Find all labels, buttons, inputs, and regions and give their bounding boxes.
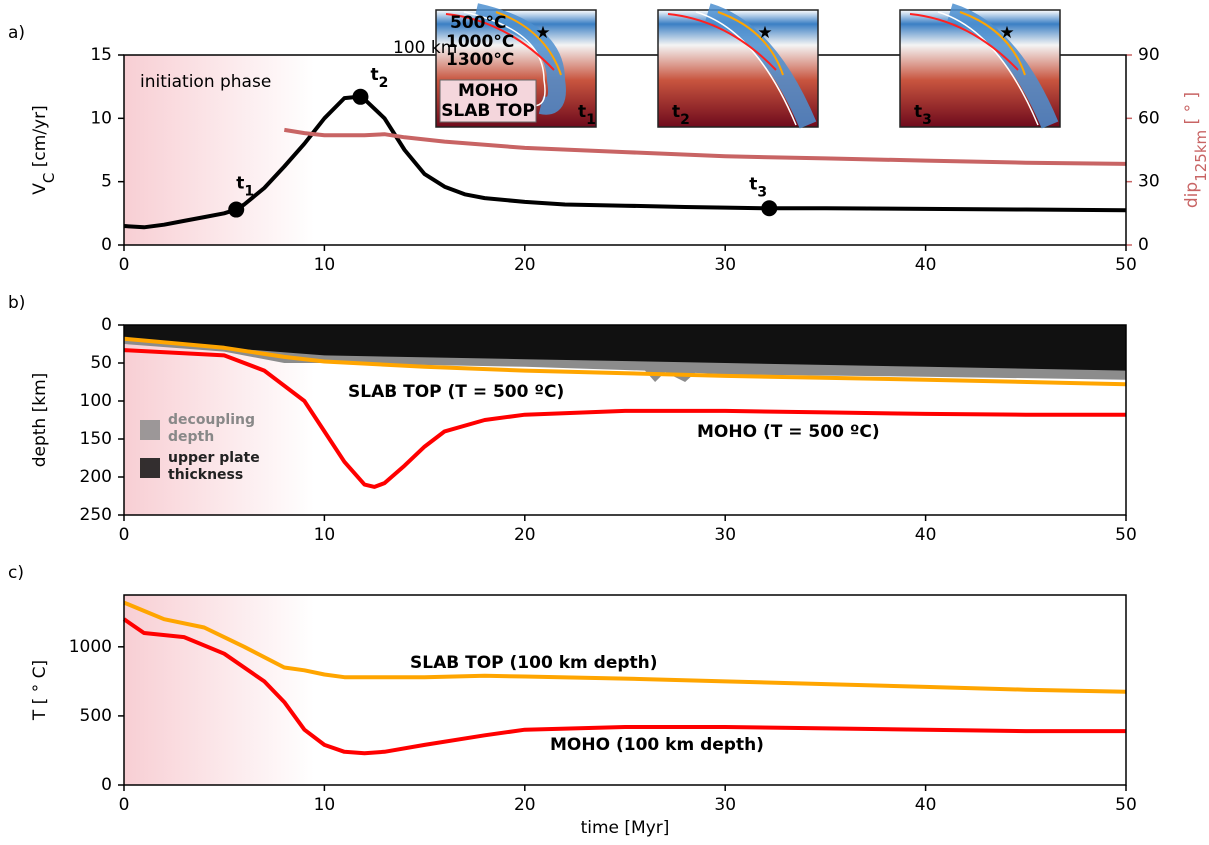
inset-label: SLAB TOP	[441, 101, 535, 121]
x-tick-label: 0	[119, 525, 130, 545]
label-part: V	[30, 183, 50, 195]
y-tick-label: 15	[90, 45, 112, 65]
label-part: depth [km]	[30, 373, 50, 468]
marker	[352, 89, 368, 105]
inset-star: ★	[535, 23, 550, 43]
label-part: dip	[1182, 182, 1202, 208]
panel-label: a)	[8, 23, 25, 43]
y-tick-label: 10	[90, 108, 112, 128]
x-tick-label: 50	[1115, 525, 1137, 545]
y2-tick-label: 30	[1138, 172, 1160, 192]
panel-label: b)	[8, 293, 25, 313]
y-tick-label: 50	[90, 353, 112, 373]
y-tick-label: 1000	[69, 637, 112, 657]
initiation-shade	[124, 595, 314, 785]
x-tick-label: 10	[314, 255, 336, 275]
inset-t: t	[578, 102, 586, 122]
legend-label: upper plate thickness	[168, 450, 278, 484]
y2-tick-label: 90	[1138, 45, 1160, 65]
label-part: [ ° ]	[1182, 92, 1202, 130]
y2-tick-label: 60	[1138, 108, 1160, 128]
annotation: initiation phase	[140, 72, 271, 92]
x-tick-label: 30	[714, 795, 736, 815]
x-tick-label: 50	[1115, 795, 1137, 815]
marker-sub: 1	[244, 184, 254, 200]
x-tick-label: 40	[915, 255, 937, 275]
inset-sub: 2	[680, 112, 690, 128]
x-tick-label: 40	[915, 525, 937, 545]
y-tick-label: 100	[80, 391, 112, 411]
x-tick-label: 10	[314, 525, 336, 545]
label-part: [cm/yr]	[30, 105, 50, 172]
inset-star: ★	[999, 23, 1014, 43]
marker-label: t3	[749, 174, 767, 200]
axis-label: T [ ° C]	[30, 660, 50, 721]
legend-swatch	[140, 420, 160, 440]
annotation: SLAB TOP (T = 500 ºC)	[348, 382, 564, 402]
inset-label: 500°C	[450, 13, 506, 33]
y-tick-label: 500	[80, 706, 112, 726]
axis-label: depth [km]	[30, 373, 50, 468]
legend-swatch	[140, 458, 160, 478]
y-tick-label: 0	[101, 775, 112, 795]
marker-sub: 2	[379, 75, 389, 91]
figure: a)010203040500510150306090VC [cm/yr]dip1…	[0, 0, 1209, 845]
x-tick-label: 10	[314, 795, 336, 815]
marker-label: t2	[370, 65, 388, 91]
inset-t: t	[914, 102, 922, 122]
inset-star: ★	[757, 23, 772, 43]
y-tick-label: 250	[80, 505, 112, 525]
inset-label: MOHO	[458, 81, 518, 101]
y2-tick-label: 0	[1138, 235, 1149, 255]
subscript: 125km	[1192, 130, 1209, 182]
x-tick-label: 20	[514, 255, 536, 275]
marker-letter: t	[236, 174, 244, 194]
annotation: MOHO (100 km depth)	[550, 735, 764, 755]
marker-sub: 3	[757, 184, 767, 200]
marker	[761, 200, 777, 216]
x-tick-label: 20	[514, 795, 536, 815]
inset-label: 100 km	[393, 38, 457, 58]
x-tick-label: 30	[714, 255, 736, 275]
inset-sub: 1	[586, 112, 596, 128]
subscript: C	[40, 173, 58, 183]
axis-label: VC [cm/yr]	[30, 105, 58, 194]
x-axis-label: time [Myr]	[581, 818, 670, 838]
annotation: SLAB TOP (100 km depth)	[410, 653, 658, 673]
x-tick-label: 40	[915, 795, 937, 815]
x-tick-label: 0	[119, 255, 130, 275]
inset-sub: 3	[922, 112, 932, 128]
x-tick-label: 30	[714, 525, 736, 545]
y-tick-label: 150	[80, 429, 112, 449]
x-tick-label: 50	[1115, 255, 1137, 275]
y-tick-label: 0	[101, 315, 112, 335]
marker-letter: t	[749, 174, 757, 194]
y-tick-label: 5	[101, 172, 112, 192]
marker	[228, 202, 244, 218]
y-tick-label: 0	[101, 235, 112, 255]
axis-label: dip125km [ ° ]	[1182, 92, 1209, 208]
label-part: T [ ° C]	[30, 660, 50, 721]
panel-label: c)	[8, 563, 24, 583]
legend-label: decoupling depth	[168, 412, 278, 446]
inset-t: t	[672, 102, 680, 122]
annotation: MOHO (T = 500 ºC)	[697, 422, 880, 442]
x-tick-label: 0	[119, 795, 130, 815]
x-tick-label: 20	[514, 525, 536, 545]
marker-letter: t	[370, 65, 378, 85]
y-tick-label: 200	[80, 467, 112, 487]
